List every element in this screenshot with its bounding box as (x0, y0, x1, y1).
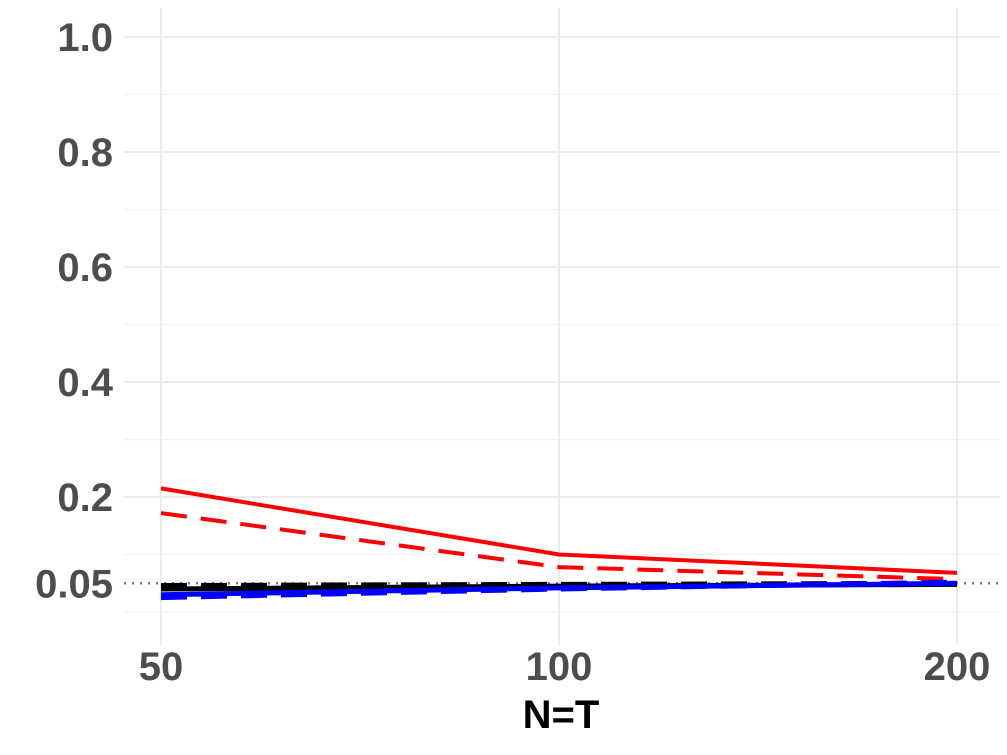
y-tick-label: 0.4 (57, 361, 113, 405)
y-tick-label: 0.2 (57, 476, 113, 520)
grid (124, 8, 1000, 645)
x-tick-label: 50 (139, 645, 184, 689)
series-line-6 (160, 579, 958, 601)
y-tick-label: 0.8 (57, 131, 113, 175)
series-line-1 (160, 486, 958, 575)
x-tick-label: 200 (924, 645, 991, 689)
series-group (160, 486, 958, 601)
y-tick-label: 1.0 (57, 16, 113, 60)
x-axis-title: N=T (523, 693, 600, 737)
series-line-2 (160, 511, 958, 582)
y-axis: 0.05 0.2 0.4 0.6 0.8 1.0 (35, 16, 114, 606)
x-axis: 50 100 200 (139, 645, 991, 689)
y-tick-label: 0.05 (35, 562, 113, 606)
x-tick-label: 100 (526, 645, 593, 689)
y-tick-label: 0.6 (57, 246, 113, 290)
